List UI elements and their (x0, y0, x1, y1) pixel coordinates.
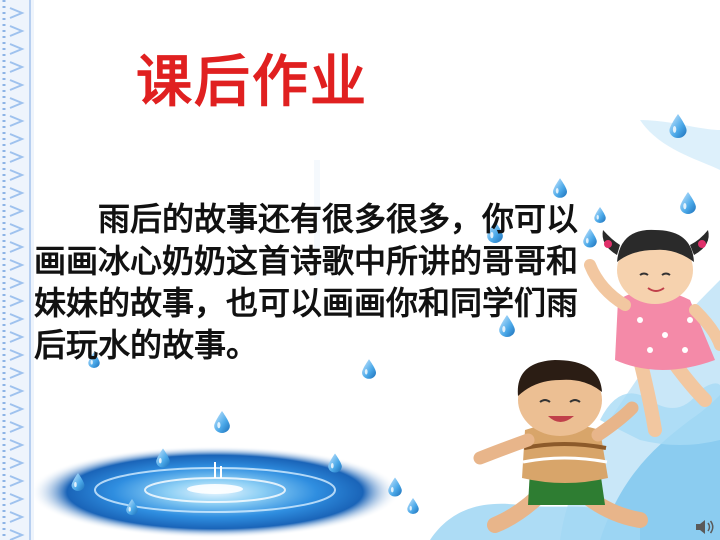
water-drop-icon (680, 192, 696, 214)
border-chevron-mark (9, 403, 25, 415)
border-chevron-mark (9, 475, 25, 487)
water-drop-icon (553, 178, 567, 198)
water-drop-icon (214, 411, 230, 433)
water-drop-icon (156, 448, 170, 468)
border-chevron-mark (9, 151, 25, 163)
border-chevron-mark (9, 241, 25, 253)
water-drop-icon (407, 498, 419, 514)
slide-title: 课后作业 (136, 49, 368, 115)
border-chevron-mark (9, 7, 25, 19)
border-chevron-mark (9, 61, 25, 73)
border-chevron-mark (9, 349, 25, 361)
border-chevron-mark (9, 385, 25, 397)
dotted-border-decoration (0, 0, 34, 540)
water-drop-icon (71, 473, 85, 491)
speaker-icon[interactable] (694, 518, 716, 536)
border-chevron-mark (9, 421, 25, 433)
border-chevron-mark (9, 511, 25, 523)
border-chevron-mark (9, 457, 25, 469)
border-chevron-mark (9, 493, 25, 505)
border-chevron-mark (9, 331, 25, 343)
border-chevron-mark (9, 277, 25, 289)
water-drop-icon (669, 114, 687, 138)
border-chevron-mark (9, 205, 25, 217)
border-chevron-mark (9, 259, 25, 271)
water-drop-icon (328, 453, 342, 473)
border-chevron-mark (9, 313, 25, 325)
border-chevron-mark (9, 439, 25, 451)
border-chevron-mark (9, 169, 25, 181)
border-chevron-mark (9, 97, 25, 109)
border-chevron-mark (9, 529, 25, 540)
homework-body-text: 雨后的故事还有很多很多，你可以画画冰心奶奶这首诗歌中所讲的哥哥和妹妹的故事，也可… (34, 200, 579, 364)
water-drop-icon (126, 499, 138, 515)
border-chevron-mark (9, 79, 25, 91)
water-drop-icon (594, 207, 606, 223)
water-drop-icon (388, 477, 402, 497)
border-chevron-mark (9, 43, 25, 55)
border-chevron-mark (9, 25, 25, 37)
border-chevron-mark (9, 223, 25, 235)
border-chevron-mark (9, 133, 25, 145)
border-chevron-mark (9, 187, 25, 199)
border-chevron-mark (9, 367, 25, 379)
border-chevron-mark (9, 295, 25, 307)
border-chevron-mark (9, 115, 25, 127)
